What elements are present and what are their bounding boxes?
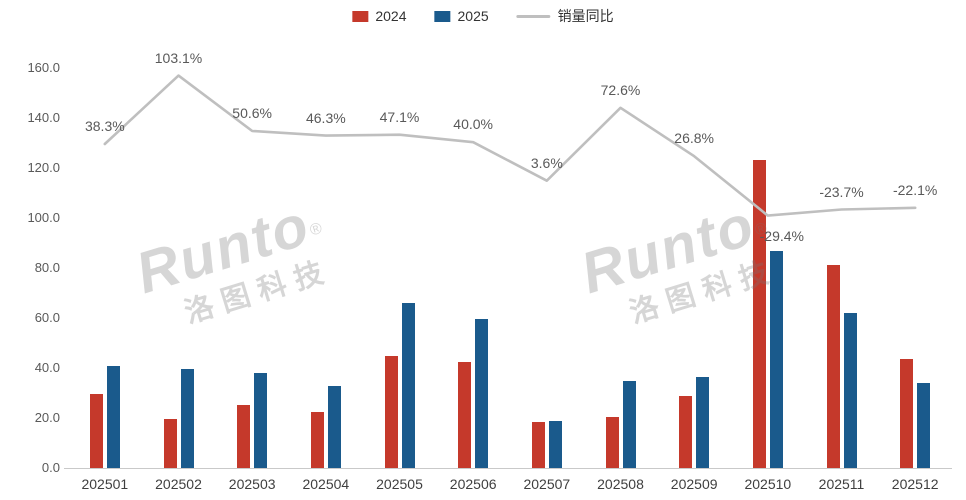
bar-2024: [163, 419, 177, 468]
yoy-line: [103, 74, 917, 217]
bar-2025: [843, 313, 857, 468]
legend-item-2024: 2024: [352, 8, 407, 24]
bar-2025: [548, 420, 562, 468]
legend-label: 销量同比: [557, 8, 614, 24]
bar-2025: [917, 383, 931, 468]
chart-legend: 2024 2025 销量同比: [352, 6, 614, 26]
y-axis-label: 40.0: [34, 360, 60, 375]
bar-2024: [605, 417, 619, 468]
legend-line-swatch: [516, 14, 551, 18]
bar-2024: [900, 359, 914, 468]
yoy-point-label: 38.3%: [84, 118, 125, 135]
watermark-cn-text: 洛图科技: [181, 254, 336, 330]
bar-2025: [254, 373, 268, 468]
y-axis-label: 60.0: [34, 310, 60, 325]
bar-2025: [696, 376, 710, 468]
yoy-point-label: 103.1%: [154, 49, 203, 66]
y-axis-label: 0.0: [41, 460, 60, 475]
x-axis-label: 202509: [670, 476, 718, 492]
bar-2025: [622, 380, 636, 468]
yoy-point-label: 3.6%: [530, 154, 563, 171]
x-axis-line: [64, 468, 952, 469]
watermark-brand: Runto: [573, 192, 763, 307]
legend-item-2025: 2025: [434, 8, 489, 24]
y-axis-label: 100.0: [27, 210, 60, 225]
bar-2025: [475, 319, 489, 468]
x-axis-label: 202505: [376, 476, 423, 492]
bar-2024: [458, 361, 472, 468]
bar-2024: [89, 394, 103, 468]
x-axis-label: 202511: [818, 476, 865, 492]
yoy-point-label: 40.0%: [453, 116, 494, 133]
watermark-reg-mark: ®: [307, 219, 325, 240]
legend-label: 2024: [375, 8, 407, 24]
yoy-point-label: -23.7%: [819, 183, 864, 200]
watermark-runto-left: Runto® 洛图科技: [128, 192, 340, 341]
x-axis-label: 202507: [523, 476, 571, 492]
x-axis-label: 202503: [228, 476, 276, 492]
bar-2024: [384, 355, 398, 468]
legend-label: 2025: [457, 8, 489, 24]
y-axis-label: 80.0: [34, 260, 60, 275]
y-axis-label: 20.0: [34, 410, 60, 425]
legend-item-销量同比: 销量同比: [516, 6, 614, 26]
bar-2024: [237, 405, 251, 468]
bar-2024: [752, 159, 766, 468]
y-axis-label: 160.0: [27, 60, 60, 75]
legend-square-swatch: [434, 10, 451, 22]
watermark-brand: Runto: [128, 192, 318, 307]
bar-2025: [327, 385, 341, 468]
yoy-point-label: -29.4%: [759, 227, 805, 244]
yoy-point-label: 26.8%: [674, 130, 715, 147]
yoy-point-label: 50.6%: [232, 105, 273, 122]
bar-2025: [769, 250, 783, 468]
bar-2025: [180, 369, 194, 468]
x-axis-label: 202508: [597, 476, 644, 492]
x-axis-label: 202504: [302, 476, 350, 492]
y-axis-label: 140.0: [27, 110, 60, 125]
yoy-point-label: 46.3%: [305, 109, 346, 126]
x-axis-label: 202502: [155, 476, 202, 492]
legend-square-swatch: [352, 10, 369, 22]
bar-2024: [679, 396, 693, 468]
yoy-point-label: 47.1%: [379, 108, 420, 125]
x-axis-label: 202506: [449, 476, 497, 492]
y-axis-label: 120.0: [27, 160, 60, 175]
bar-2025: [106, 365, 120, 468]
bar-2024: [310, 411, 324, 468]
x-axis-label: 202501: [81, 476, 129, 492]
bar-2024: [826, 264, 840, 468]
bar-2024: [531, 422, 545, 468]
yoy-point-label: 72.6%: [600, 81, 641, 98]
bar-2025: [401, 303, 415, 468]
yoy-point-label: -22.1%: [892, 181, 938, 198]
x-axis-label: 202512: [891, 476, 939, 492]
x-axis-label: 202510: [744, 476, 792, 492]
